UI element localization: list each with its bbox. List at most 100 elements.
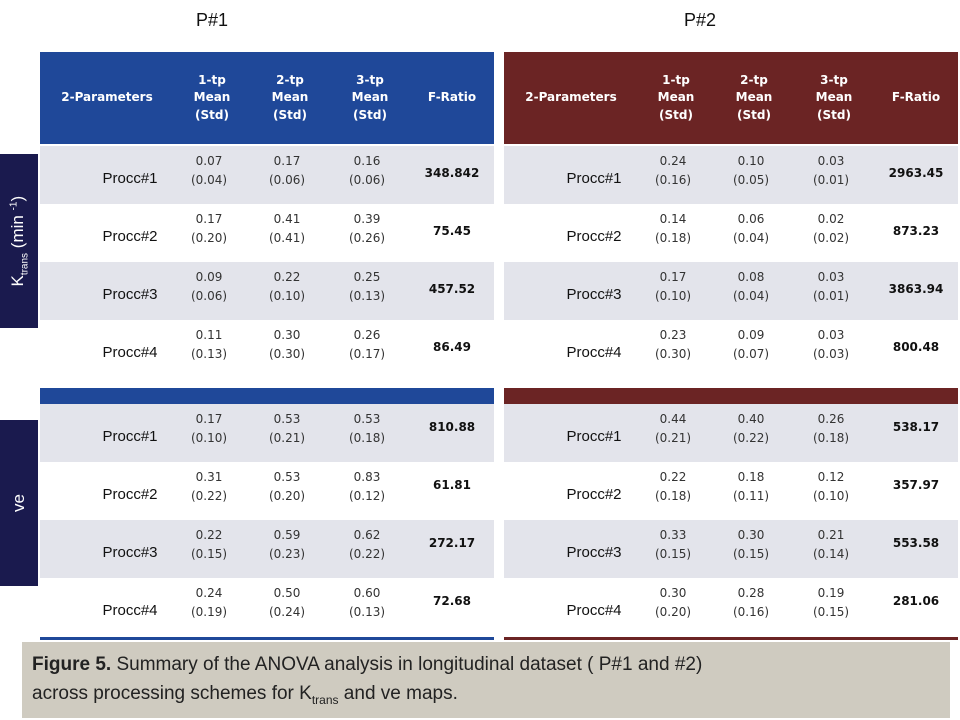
mean-std-cell: 0.33 (0.15) [638, 526, 708, 563]
p1-header-tp1-line: Mean [193, 90, 231, 105]
p2-header-tp2: 2-tp Mean (Std) [716, 52, 792, 144]
row-label: Procc#2 [566, 485, 622, 503]
mean-value: 0.16 [353, 154, 381, 168]
mean-value: 0.02 [817, 212, 845, 226]
mean-value: 0.24 [195, 586, 223, 600]
mean-value: 0.22 [273, 270, 301, 284]
table-row: Procc#3 0.33 (0.15) 0.30 (0.15) 0.21 (0.14) 553… [504, 520, 958, 578]
sidebar-ktrans: Ktrans (min -1) [0, 154, 38, 328]
std-value: (0.15) [812, 604, 850, 619]
std-value: (0.13) [190, 346, 228, 361]
mean-value: 0.53 [273, 412, 301, 426]
mean-value: 0.30 [737, 528, 765, 542]
f-ratio-value: 553.58 [892, 536, 940, 550]
mean-std-cell: 0.19 (0.15) [796, 584, 866, 621]
row-label: Procc#4 [102, 343, 158, 361]
mean-value: 0.40 [737, 412, 765, 426]
f-ratio-value: 357.97 [892, 478, 940, 492]
table-row: Procc#2 0.22 (0.18) 0.18 (0.11) 0.12 (0.10) 357… [504, 462, 958, 520]
p2-header-tp2-lines: 2-tp Mean (Std) [736, 72, 773, 124]
p1-header-tp3-line: Mean [351, 90, 389, 105]
std-value: (0.16) [732, 604, 770, 619]
mean-std-cell: 0.22 (0.15) [174, 526, 244, 563]
row-label: Procc#4 [102, 601, 158, 619]
std-value: (0.15) [190, 546, 228, 561]
std-value: (0.18) [812, 430, 850, 445]
mean-std-cell: 0.06 (0.04) [716, 210, 786, 247]
row-label: Procc#3 [566, 285, 622, 303]
mean-std-cell: 0.22 (0.18) [638, 468, 708, 505]
row-label: Procc#4 [566, 601, 622, 619]
std-value: (0.18) [348, 430, 386, 445]
row-label: Procc#3 [566, 543, 622, 561]
table-row: Procc#2 0.31 (0.22) 0.53 (0.20) 0.83 (0.12) 61.… [40, 462, 494, 520]
mean-std-cell: 0.22 (0.10) [252, 268, 322, 305]
std-value: (0.26) [348, 230, 386, 245]
mean-value: 0.17 [195, 212, 223, 226]
table-row: Procc#4 0.11 (0.13) 0.30 (0.30) 0.26 (0.17) 86.… [40, 320, 494, 378]
mean-std-cell: 0.60 (0.13) [332, 584, 402, 621]
mean-value: 0.09 [737, 328, 765, 342]
f-ratio-value: 810.88 [428, 420, 476, 434]
std-value: (0.21) [268, 430, 306, 445]
std-value: (0.17) [348, 346, 386, 361]
mean-value: 0.11 [195, 328, 223, 342]
p2-header-param: 2-Parameters [525, 90, 617, 105]
table-row: Procc#3 0.22 (0.15) 0.59 (0.23) 0.62 (0.22) 272… [40, 520, 494, 578]
mean-std-cell: 0.25 (0.13) [332, 268, 402, 305]
std-value: (0.41) [268, 230, 306, 245]
mean-value: 0.19 [817, 586, 845, 600]
row-label: Procc#2 [102, 227, 158, 245]
mean-value: 0.30 [273, 328, 301, 342]
sidebar-ve: ve [0, 420, 38, 586]
std-value: (0.12) [348, 488, 386, 503]
mean-value: 0.21 [817, 528, 845, 542]
p1-header-tp3-line: 3-tp [356, 72, 384, 87]
std-value: (0.03) [812, 346, 850, 361]
table-row: Procc#4 0.23 (0.30) 0.09 (0.07) 0.03 (0.03) 800… [504, 320, 958, 378]
mean-std-cell: 0.53 (0.20) [252, 468, 322, 505]
mean-std-cell: 0.08 (0.04) [716, 268, 786, 305]
std-value: (0.06) [268, 172, 306, 187]
std-value: (0.01) [812, 172, 850, 187]
mean-std-cell: 0.26 (0.17) [332, 326, 402, 363]
panel-title-p1: P#1 [196, 10, 229, 30]
mean-value: 0.07 [195, 154, 223, 168]
mean-std-cell: 0.03 (0.01) [796, 152, 866, 189]
table-p2: 2-Parameters 1-tp Mean (Std) 2-tp Mean (Std) 3-… [504, 52, 958, 642]
p2-header-tp2-line: 2-tp [740, 72, 768, 87]
std-value: (0.11) [732, 488, 770, 503]
f-ratio-value: 3863.94 [888, 282, 944, 296]
f-ratio-value: 873.23 [892, 224, 940, 238]
p1-bottom-rule [40, 637, 494, 640]
p2-header-tp2-line: (Std) [737, 107, 771, 122]
mean-std-cell: 0.11 (0.13) [174, 326, 244, 363]
mean-std-cell: 0.40 (0.22) [716, 410, 786, 447]
p2-header-tp2-line: Mean [735, 90, 773, 105]
f-ratio-value: 348.842 [424, 166, 480, 180]
mean-std-cell: 0.17 (0.06) [252, 152, 322, 189]
row-label: Procc#1 [102, 169, 158, 187]
row-label: Procc#1 [566, 427, 622, 445]
std-value: (0.07) [732, 346, 770, 361]
row-label: Procc#3 [102, 543, 158, 561]
mean-std-cell: 0.17 (0.10) [174, 410, 244, 447]
p1-header-tp2-line: Mean [271, 90, 309, 105]
f-ratio-value: 281.06 [892, 594, 940, 608]
mean-std-cell: 0.10 (0.05) [716, 152, 786, 189]
mean-std-cell: 0.02 (0.02) [796, 210, 866, 247]
mean-std-cell: 0.39 (0.26) [332, 210, 402, 247]
mean-std-cell: 0.18 (0.11) [716, 468, 786, 505]
std-value: (0.15) [654, 546, 692, 561]
mean-value: 0.60 [353, 586, 381, 600]
mean-value: 0.26 [817, 412, 845, 426]
table-p1: 2-Parameters 1-tp Mean (Std) 2-tp Mean (Std) 3-… [40, 52, 494, 642]
mean-value: 0.33 [659, 528, 687, 542]
mean-std-cell: 0.62 (0.22) [332, 526, 402, 563]
mean-value: 0.03 [817, 328, 845, 342]
mean-std-cell: 0.30 (0.20) [638, 584, 708, 621]
p1-section-separator [40, 388, 494, 404]
mean-std-cell: 0.16 (0.06) [332, 152, 402, 189]
p1-header-tp2-line: (Std) [273, 107, 307, 122]
mean-value: 0.08 [737, 270, 765, 284]
